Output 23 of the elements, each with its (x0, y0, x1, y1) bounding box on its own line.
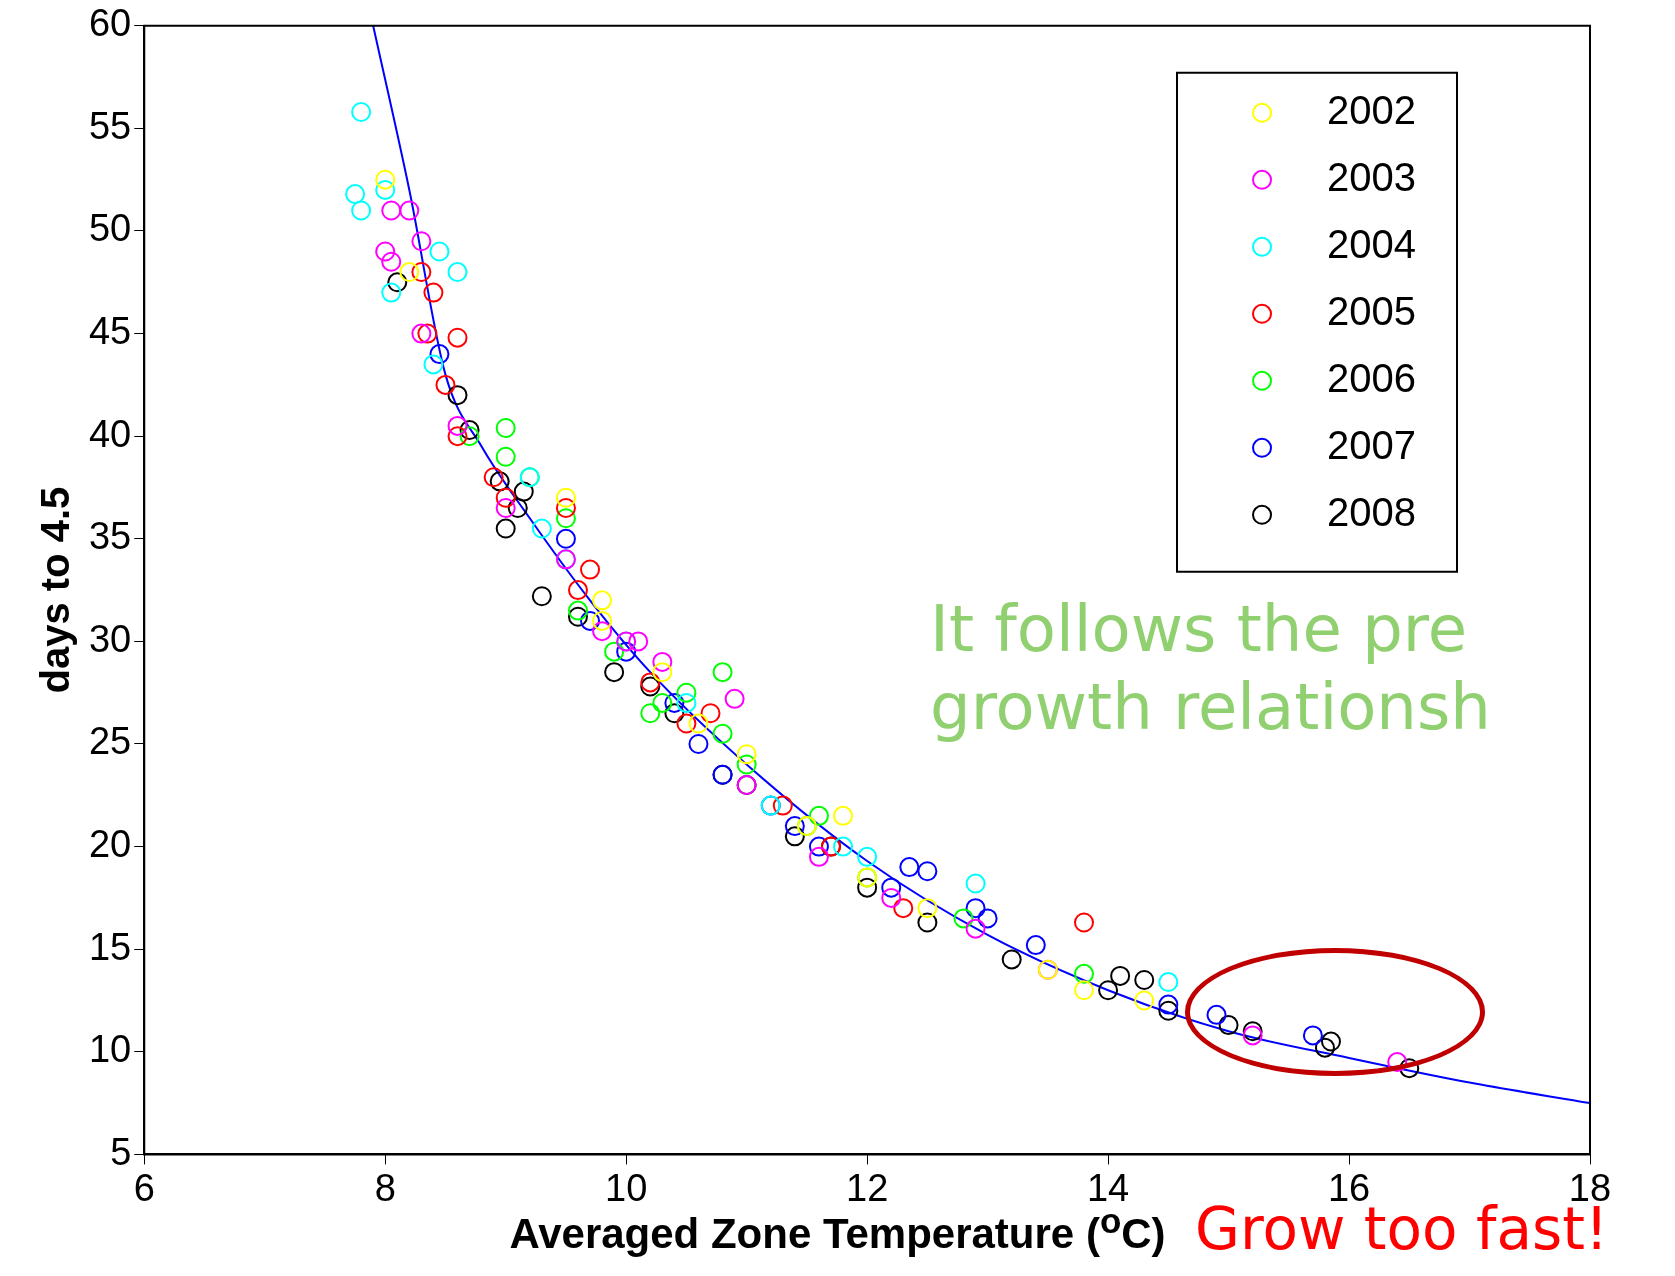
y-tick-label: 20 (88, 823, 132, 866)
y-tick-label: 50 (88, 207, 132, 250)
y-tick-label: 40 (88, 412, 132, 455)
y-tick-label: 35 (88, 515, 132, 558)
legend-label: 2004 (1327, 221, 1416, 266)
y-axis-title: days to 4.5 (33, 486, 78, 694)
y-tick-label: 45 (88, 310, 132, 353)
y-tick-label: 30 (88, 617, 132, 660)
x-tick-label: 8 (374, 1166, 396, 1209)
legend-label: 2003 (1327, 154, 1416, 199)
y-tick-label: 55 (88, 104, 132, 147)
legend-label: 2005 (1327, 288, 1416, 333)
y-tick-label: 5 (110, 1130, 132, 1173)
y-tick-label: 10 (88, 1028, 132, 1071)
legend-label: 2002 (1327, 87, 1416, 132)
x-tick-label: 6 (133, 1166, 155, 1209)
y-tick-label: 15 (88, 925, 132, 968)
legend-label: 2007 (1327, 422, 1416, 467)
legend-label: 2008 (1327, 489, 1416, 534)
legend-label: 2006 (1327, 355, 1416, 400)
y-tick-label: 60 (88, 2, 132, 45)
annotation: It follows the pre growth relationsh (930, 590, 1491, 746)
y-tick-label: 25 (88, 720, 132, 763)
